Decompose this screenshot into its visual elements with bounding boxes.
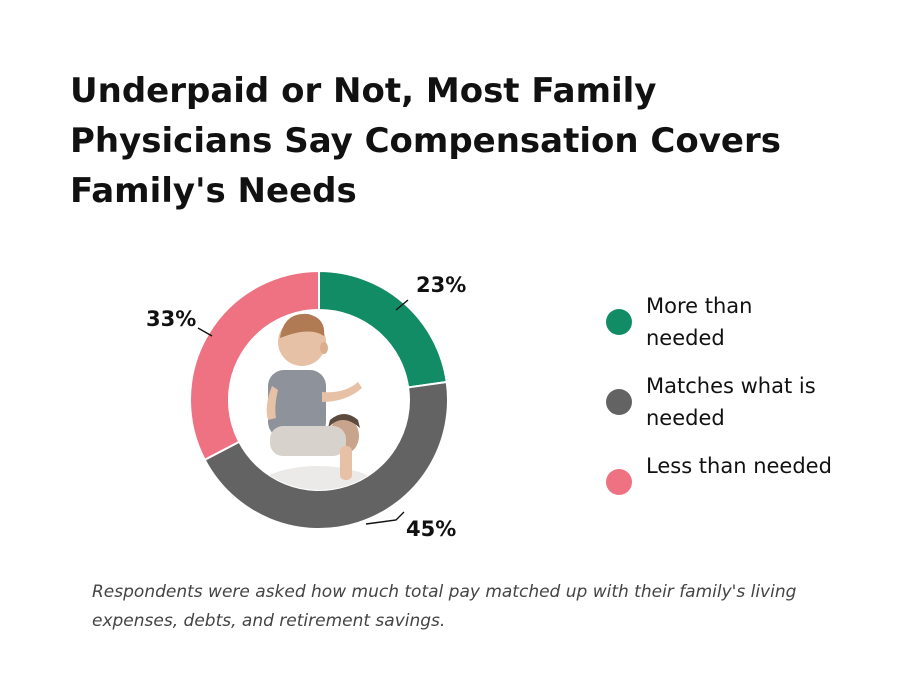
legend-swatch-pink: [606, 469, 632, 495]
donut-chart-svg: 23% 45% 33%: [146, 269, 466, 541]
photo-content: [248, 313, 388, 490]
legend-swatch-gray: [606, 389, 632, 415]
legend-label: Matches what is needed: [646, 374, 816, 430]
leader-line: [395, 299, 409, 311]
center-photo: [229, 310, 409, 490]
legend-item-more-than-needed: More than needed: [606, 290, 906, 370]
chart-title: Underpaid or Not, Most Family Physicians…: [70, 71, 781, 211]
legend-label: More than needed: [646, 294, 753, 350]
value-label: 45%: [406, 517, 456, 541]
donut-chart: 23% 45% 33%: [140, 250, 500, 560]
footnote: Respondents were asked how much total pa…: [92, 582, 797, 631]
legend-swatch-green: [606, 309, 632, 335]
value-label: 33%: [146, 307, 196, 331]
value-label: 23%: [416, 273, 466, 297]
value-labels: 23% 45% 33%: [146, 273, 466, 541]
leader-line: [197, 327, 213, 337]
legend-item-matches-what-is-needed: Matches what is needed: [606, 370, 906, 450]
leader-line: [365, 511, 405, 525]
legend-item-less-than-needed: Less than needed: [606, 450, 906, 530]
legend: More than needed Matches what is needed …: [606, 290, 906, 530]
legend-label: Less than needed: [646, 454, 832, 478]
